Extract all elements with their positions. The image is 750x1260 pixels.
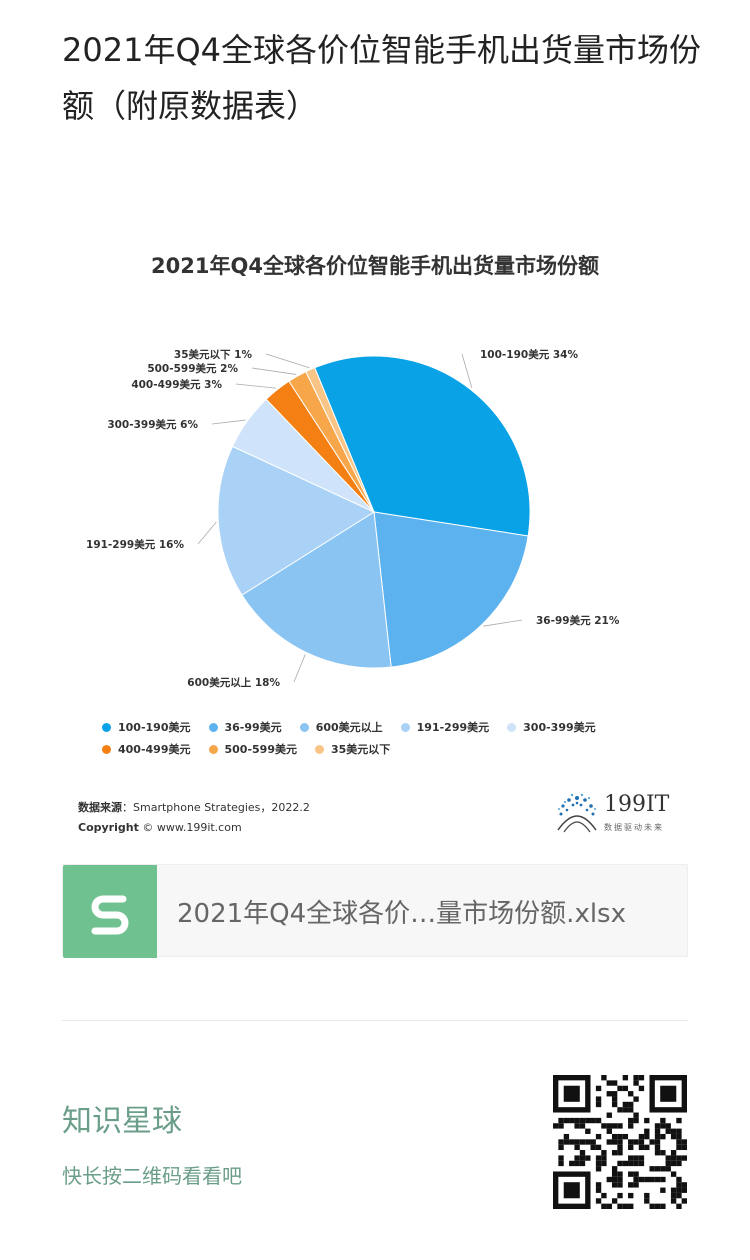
legend-item: 400-499美元 (102, 740, 191, 758)
spreadsheet-s-icon (63, 865, 157, 958)
legend-item: 300-399美元 (507, 718, 596, 736)
data-label: 500-599美元 2% (147, 362, 238, 375)
leader-line (211, 419, 246, 425)
pie-slice (241, 511, 392, 669)
legend-label: 400-499美元 (118, 743, 191, 756)
planet-name: 知识星球 (62, 1104, 182, 1139)
leader-line (251, 367, 297, 375)
legend-swatch (208, 722, 218, 732)
pie-slice (217, 445, 376, 596)
dandelion-icon (557, 793, 597, 833)
data-label: 300-399美元 6% (107, 418, 198, 431)
legend-item: 500-599美元 (208, 740, 298, 758)
pie-slice (305, 367, 375, 513)
legend-label: 600美元以上 (315, 721, 383, 734)
data-label: 36-99美元 21% (536, 614, 620, 627)
legend-swatch (507, 722, 517, 732)
source-text: ：Smartphone Strategies，2022.2 (122, 801, 310, 814)
legend-item: 191-299美元 (400, 718, 490, 736)
legend-swatch (102, 722, 111, 732)
copyright-text: © www.199it.com (142, 821, 242, 834)
leader-line (197, 521, 217, 545)
qr-code-icon[interactable] (553, 1075, 687, 1209)
legend-swatch (208, 744, 218, 754)
attachment-file-card[interactable]: 2021年Q4全球各价…量市场份额.xlsx (62, 864, 688, 958)
data-label: 35美元以下 1% (174, 348, 253, 361)
leader-line (235, 383, 276, 389)
brand-slogan: 数据驱动未来 (604, 823, 664, 832)
legend-label: 191-299美元 (416, 721, 490, 734)
legend-swatch (315, 744, 324, 754)
leader-line (293, 654, 306, 683)
legend-item: 35美元以下 (315, 740, 390, 758)
leader-line (461, 353, 473, 389)
divider (62, 1020, 688, 1021)
legend-item: 600美元以上 (299, 718, 383, 736)
legend-label: 300-399美元 (523, 721, 596, 734)
chart-card: 2021年Q4全球各价位智能手机出货量市场份额 100-190美元 34% 36-… (62, 230, 688, 845)
chart-title: 2021年Q4全球各价位智能手机出货量市场份额 (151, 254, 599, 278)
pie-slice (373, 511, 529, 668)
legend-item: 100-190美元 (102, 718, 191, 736)
legend-label: 35美元以下 (331, 743, 391, 756)
leader-line (265, 353, 310, 369)
data-label: 400-499美元 3% (131, 378, 222, 391)
pie-slice (314, 355, 531, 537)
planet-hint: 快长按二维码看看吧 (62, 1164, 242, 1188)
legend-label: 500-599美元 (224, 743, 298, 756)
brand-name: 199IT (604, 792, 670, 817)
legend-label: 36-99美元 (224, 721, 282, 734)
source-label: 数据来源 (78, 801, 122, 814)
legend-swatch (102, 744, 111, 754)
legend-swatch (299, 722, 309, 732)
chart-source: 数据来源：Smartphone Strategies，2022.2 Copyri… (78, 798, 310, 838)
data-label: 100-190美元 34% (480, 348, 578, 361)
copyright-label: Copyright (78, 821, 139, 834)
legend-item: 36-99美元 (208, 718, 282, 736)
data-label: 191-299美元 16% (86, 538, 184, 551)
page-title: 2021年Q4全球各价位智能手机出货量市场份额（附原数据表） (62, 31, 701, 125)
legend-label: 100-190美元 (118, 721, 191, 734)
data-label: 600美元以上 18% (187, 676, 280, 689)
pie-chart: 100-190美元 34% 36-99美元 21% 600美元以上 18% 191-2… (86, 348, 620, 689)
chart-legend: 100-190美元 36-99美元 600美元以上 191-299美元 300-399美… (102, 718, 682, 758)
brand-logo: 199IT 数据驱动未来 (554, 790, 684, 840)
leader-line (483, 619, 523, 627)
legend-swatch (400, 722, 410, 732)
attachment-file-name[interactable]: 2021年Q4全球各价…量市场份额.xlsx (177, 899, 626, 929)
